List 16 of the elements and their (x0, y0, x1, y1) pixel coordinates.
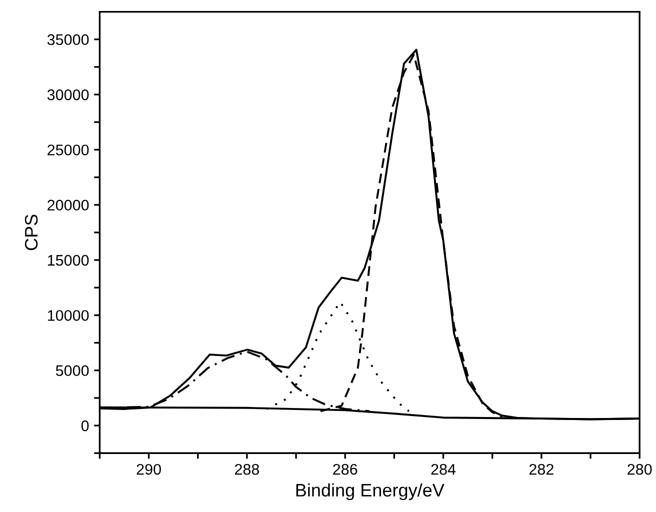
x-tick-label: 282 (529, 464, 554, 475)
y-tick-label: 25000 (48, 144, 89, 156)
x-tick-label: 286 (333, 464, 358, 475)
y-tick-label: 0 (81, 420, 89, 432)
y-tick-label: 30000 (47, 89, 89, 100)
x-axis-title: Binding Energy/eV (296, 483, 444, 500)
x-tick-label: 288 (234, 464, 260, 475)
y-tick-label: 35000 (47, 34, 89, 46)
x-tick-label: 284 (431, 464, 456, 475)
y-axis-title: CPS (24, 214, 38, 250)
y-tick-label: 10000 (48, 310, 89, 321)
y-tick-label: 5000 (56, 365, 89, 376)
y-tick-label: 20000 (48, 200, 89, 211)
x-tick-label: 280 (628, 464, 652, 475)
y-tick-label: 15000 (48, 254, 89, 266)
x-tick-label: 290 (136, 464, 161, 475)
